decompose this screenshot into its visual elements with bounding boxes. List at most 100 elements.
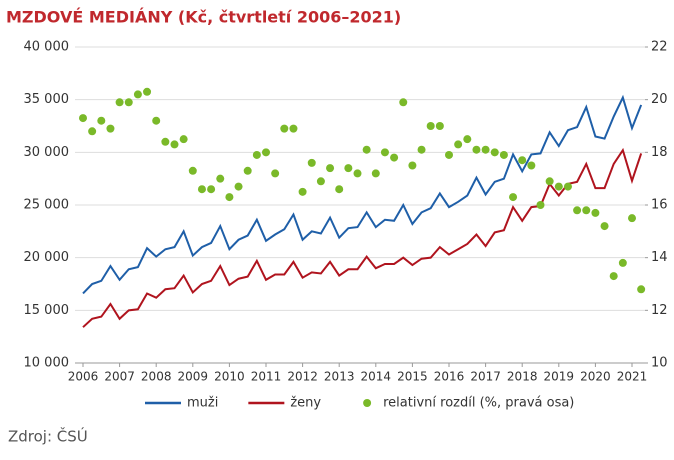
dot <box>216 174 225 183</box>
dot <box>600 222 609 231</box>
x-tick-label: 2007 <box>104 370 135 384</box>
y2-tick-label: 18 <box>651 145 668 160</box>
dot <box>563 182 572 191</box>
dot <box>518 156 527 165</box>
y2-tick-label: 22 <box>651 40 668 55</box>
dot <box>472 145 481 154</box>
dot <box>536 201 545 209</box>
dot <box>426 122 435 130</box>
dot <box>408 161 417 170</box>
dot <box>481 145 490 154</box>
dot <box>463 135 472 144</box>
dot <box>115 98 124 107</box>
dot <box>582 206 591 215</box>
dot <box>335 185 344 194</box>
dot <box>573 206 582 215</box>
dot <box>252 150 261 159</box>
line <box>82 147 643 328</box>
x-tick-label: 2006 <box>68 370 99 384</box>
dot <box>307 158 316 167</box>
y-tick-label: 15 000 <box>24 303 70 318</box>
dot <box>298 187 307 196</box>
dot <box>170 140 179 149</box>
dot <box>262 148 270 157</box>
x-tick-label: 2021 <box>617 370 648 384</box>
y2-tick-label: 14 <box>651 250 668 265</box>
dot <box>628 214 636 223</box>
y2-tick-label: 12 <box>651 303 668 318</box>
dot <box>527 161 536 170</box>
x-tick-label: 2013 <box>324 370 355 384</box>
legend-marker <box>363 399 372 407</box>
dot <box>225 193 234 202</box>
dot <box>207 185 216 194</box>
dot <box>152 116 161 125</box>
dot <box>88 127 97 136</box>
dot <box>362 145 371 154</box>
legend-label: relativní rozdíl (%, pravá osa) <box>383 396 574 411</box>
y-tick-label: 25 000 <box>24 198 70 213</box>
dot <box>637 285 646 294</box>
y-tick-label: 35 000 <box>24 92 70 107</box>
y2-tick-label: 20 <box>651 92 668 107</box>
line <box>82 94 643 295</box>
dot <box>353 169 362 178</box>
y2-tick-label: 10 <box>651 356 668 371</box>
x-tick-label: 2015 <box>397 370 428 384</box>
dot <box>124 98 133 107</box>
dot <box>316 177 325 186</box>
dot <box>490 148 499 157</box>
dot <box>79 114 87 123</box>
dot <box>234 182 243 191</box>
x-tick-label: 2018 <box>507 370 538 384</box>
dot <box>545 177 554 186</box>
y2-tick-label: 16 <box>651 198 668 213</box>
dot <box>271 169 280 178</box>
x-tick-label: 2019 <box>544 370 575 384</box>
dot <box>390 153 399 162</box>
dot <box>289 124 298 133</box>
dot <box>106 124 115 133</box>
dot <box>143 87 152 96</box>
dot <box>133 90 142 99</box>
y-tick-label: 30 000 <box>24 145 70 160</box>
dot <box>609 272 618 281</box>
dot <box>326 164 335 173</box>
legend-label: muži <box>187 396 218 411</box>
x-tick-label: 2011 <box>251 370 282 384</box>
dot <box>399 98 408 107</box>
x-tick-label: 2020 <box>580 370 611 384</box>
legend-label: ženy <box>290 396 321 411</box>
source: Zdroj: ČSÚ <box>8 427 88 446</box>
y-tick-label: 20 000 <box>24 250 70 265</box>
chart-title: MZDOVÉ MEDIÁNY (Kč, čtvrtletí 2006–2021) <box>6 8 401 27</box>
dot <box>417 145 426 154</box>
x-tick-label: 2012 <box>287 370 318 384</box>
dot <box>188 166 197 175</box>
y-tick-label: 10 000 <box>24 356 70 371</box>
x-tick-label: 2017 <box>470 370 501 384</box>
dot <box>243 166 252 175</box>
x-tick-label: 2016 <box>434 370 465 384</box>
dot <box>435 122 444 130</box>
dot <box>618 258 627 267</box>
dot <box>161 137 170 146</box>
x-tick-label: 2014 <box>361 370 392 384</box>
x-tick-label: 2009 <box>178 370 209 384</box>
y-tick-label: 40 000 <box>24 40 70 55</box>
dot <box>344 164 353 173</box>
x-tick-label: 2008 <box>141 370 172 384</box>
dot <box>445 150 453 159</box>
dot <box>197 185 206 194</box>
dot <box>509 193 518 202</box>
dot <box>499 150 508 159</box>
dot <box>380 148 389 157</box>
dot <box>591 208 600 217</box>
x-tick-label: 2010 <box>214 370 245 384</box>
dot <box>179 135 188 144</box>
dot <box>371 169 380 178</box>
dot <box>554 182 563 191</box>
dot <box>97 116 106 125</box>
dot <box>454 140 463 149</box>
